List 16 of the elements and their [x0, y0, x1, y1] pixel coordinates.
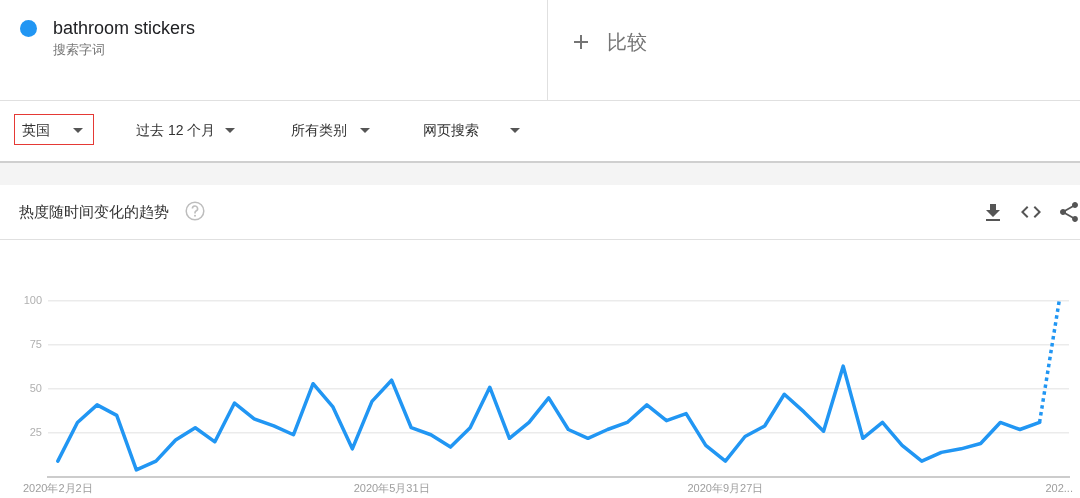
y-tick-label: 100: [23, 294, 42, 307]
legend-label: bathroom stickers: [53, 18, 196, 38]
text: 过去 12 个月: [136, 121, 216, 139]
x-tick-label: 202...: [1045, 481, 1073, 494]
text: 网页搜索: [423, 121, 479, 139]
x-tick-label: 2020年2月2日: [22, 481, 93, 494]
text: 搜索字词: [53, 42, 105, 58]
x-tick-label: 2020年5月31日: [353, 481, 430, 494]
text: 所有类别: [291, 121, 347, 139]
y-tick-label: 25: [29, 426, 42, 439]
text: 英国: [22, 121, 50, 139]
y-tick-label: 50: [29, 382, 42, 395]
chart-title: 热度随时间变化的趋势: [19, 203, 169, 221]
text: 比较: [607, 30, 647, 54]
y-tick-label: 75: [29, 338, 42, 351]
x-tick-label: 2020年9月27日: [687, 481, 764, 494]
